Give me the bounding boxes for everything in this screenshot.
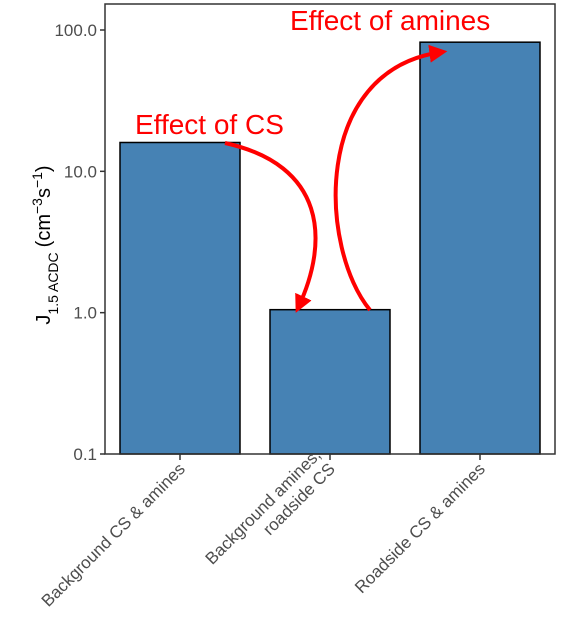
y-tick-label: 100.0 bbox=[54, 21, 97, 40]
x-tick-label-line: Roadside CS & amines bbox=[351, 459, 489, 597]
effect-of-cs-label: Effect of CS bbox=[135, 109, 284, 140]
x-tick-label: Background amines,roadside CS bbox=[202, 445, 339, 582]
y-tick-label: 1.0 bbox=[73, 304, 97, 323]
x-tick-label-line: Background amines, bbox=[202, 445, 325, 568]
effect-of-amines-label: Effect of amines bbox=[290, 5, 490, 36]
bar bbox=[119, 141, 241, 455]
effect-of-cs-arrow bbox=[224, 141, 318, 313]
y-tick-label: 10.0 bbox=[64, 162, 97, 181]
x-tick-label: Roadside CS & amines bbox=[351, 459, 489, 597]
effect-of-amines-arrow bbox=[333, 44, 448, 312]
y-tick-label: 0.1 bbox=[73, 445, 97, 464]
y-axis-label: J1.5 ACDC(cm−3s−1) bbox=[29, 165, 61, 324]
bar bbox=[269, 308, 391, 455]
bar bbox=[419, 41, 541, 455]
x-tick-label-line: Background CS & amines bbox=[38, 459, 189, 610]
x-tick-label: Background CS & amines bbox=[38, 459, 189, 610]
